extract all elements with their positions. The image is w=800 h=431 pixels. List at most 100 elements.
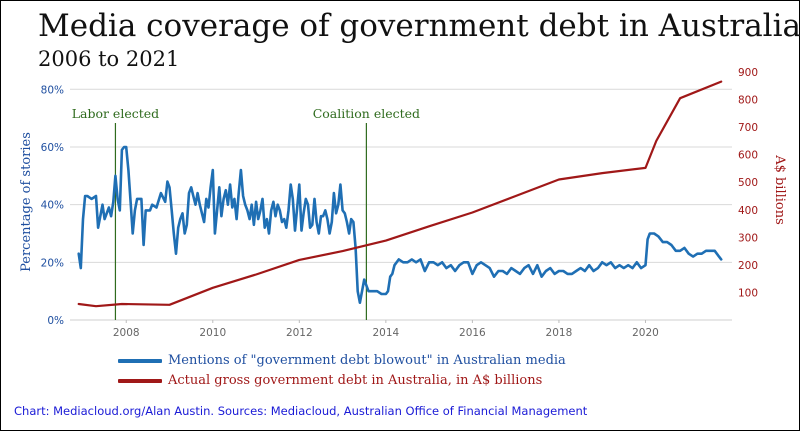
y-right-tick-label: 500 <box>738 177 758 189</box>
data-point <box>229 184 231 186</box>
data-point <box>454 270 456 272</box>
legend-item-government-debt: Actual gross government debt in Australi… <box>118 373 542 388</box>
data-point <box>324 210 326 212</box>
data-point <box>601 172 603 174</box>
data-point <box>381 293 383 295</box>
data-point <box>199 204 201 206</box>
data-point <box>353 221 355 223</box>
data-point <box>387 290 389 292</box>
data-point <box>601 261 603 263</box>
data-point <box>402 261 404 263</box>
data-point <box>288 210 290 212</box>
data-point <box>208 207 210 209</box>
data-point <box>223 198 225 200</box>
data-point <box>78 303 80 305</box>
data-point <box>372 290 374 292</box>
data-point <box>344 212 346 214</box>
data-point <box>301 230 303 232</box>
data-point <box>523 267 525 269</box>
data-point <box>112 201 114 203</box>
data-point <box>125 146 127 148</box>
data-point <box>104 218 106 220</box>
data-point <box>218 186 220 188</box>
data-point <box>446 267 448 269</box>
data-point <box>597 267 599 269</box>
data-point <box>645 264 647 266</box>
data-point <box>255 274 257 276</box>
data-point <box>227 204 229 206</box>
x-tick-label: 2008 <box>113 327 140 339</box>
data-point <box>428 261 430 263</box>
data-point <box>97 227 99 229</box>
data-point <box>130 201 132 203</box>
data-point <box>123 146 125 148</box>
data-point <box>337 204 339 206</box>
data-point <box>290 184 292 186</box>
data-point <box>653 233 655 235</box>
data-point <box>329 233 331 235</box>
data-point <box>298 184 300 186</box>
data-point <box>342 210 344 212</box>
data-point <box>424 270 426 272</box>
data-point <box>485 264 487 266</box>
data-point <box>318 233 320 235</box>
data-point <box>311 224 313 226</box>
y-left-tick-label: 80% <box>41 84 64 96</box>
legend-item-media-mentions: Mentions of "government debt blowout" in… <box>118 353 566 368</box>
data-point <box>549 267 551 269</box>
data-point <box>173 233 175 235</box>
data-point <box>285 227 287 229</box>
data-point <box>385 240 387 242</box>
data-point <box>467 261 469 263</box>
data-point <box>169 304 171 306</box>
data-point <box>506 273 508 275</box>
data-point <box>121 303 123 305</box>
data-point <box>558 270 560 272</box>
data-point <box>632 267 634 269</box>
data-point <box>647 238 649 240</box>
data-point <box>283 218 285 220</box>
data-point <box>273 201 275 203</box>
data-point <box>649 233 651 235</box>
data-point <box>167 181 169 183</box>
data-point <box>251 204 253 206</box>
data-point <box>415 261 417 263</box>
data-point <box>244 204 246 206</box>
data-point <box>195 204 197 206</box>
data-point <box>472 212 474 214</box>
data-point <box>331 221 333 223</box>
data-point <box>141 198 143 200</box>
series-line <box>77 145 723 304</box>
data-point <box>275 215 277 217</box>
data-point <box>688 253 690 255</box>
data-point <box>86 195 88 197</box>
data-point <box>186 224 188 226</box>
data-point <box>407 261 409 263</box>
x-tick-label: 2016 <box>459 327 486 339</box>
data-point <box>606 264 608 266</box>
data-point <box>428 225 430 227</box>
data-point <box>627 264 629 266</box>
data-point <box>110 215 112 217</box>
data-point <box>327 218 329 220</box>
data-point <box>205 198 207 200</box>
data-point <box>437 264 439 266</box>
data-point <box>277 204 279 206</box>
data-point <box>346 221 348 223</box>
data-point <box>450 264 452 266</box>
data-point <box>562 270 564 272</box>
data-point <box>231 207 233 209</box>
data-point <box>216 210 218 212</box>
data-point <box>675 250 677 252</box>
data-point <box>519 273 521 275</box>
data-point <box>266 218 268 220</box>
data-point <box>340 184 342 186</box>
data-point <box>234 198 236 200</box>
data-point <box>493 276 495 278</box>
data-point <box>255 201 257 203</box>
x-tick-label: 2010 <box>199 327 226 339</box>
data-point <box>108 207 110 209</box>
data-point <box>684 247 686 249</box>
data-point <box>420 259 422 261</box>
data-point <box>701 253 703 255</box>
